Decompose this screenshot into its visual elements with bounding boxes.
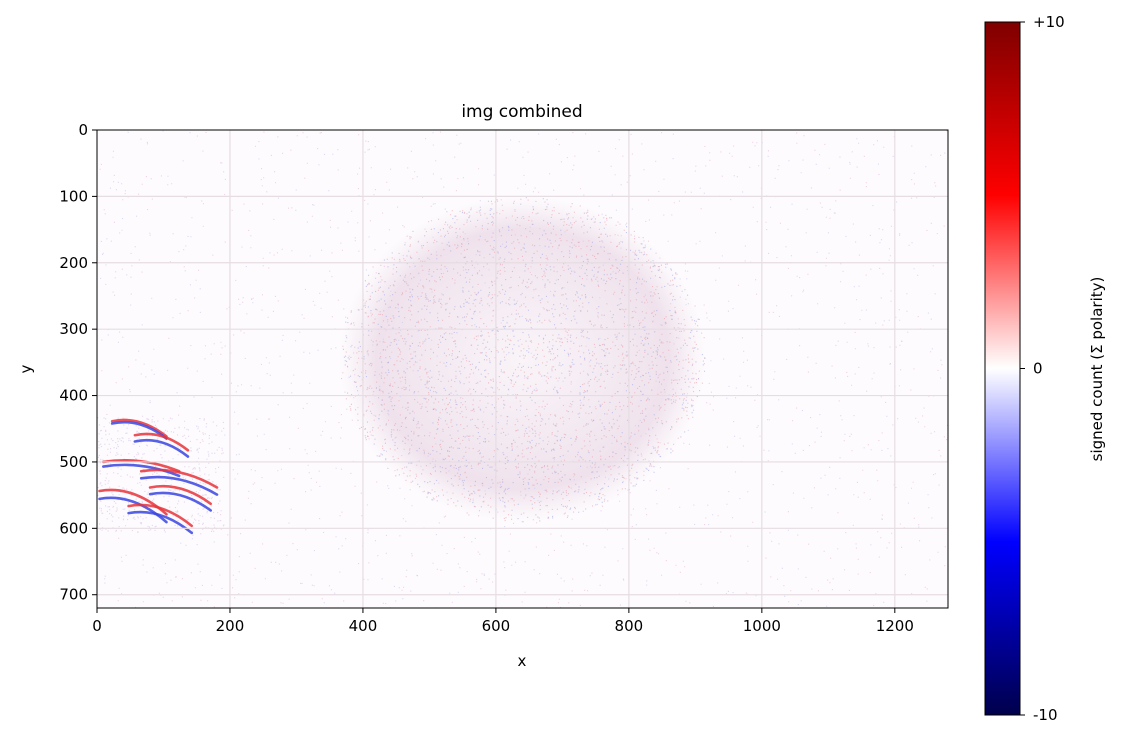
hand-edge-negative [133, 438, 190, 458]
y-tick-label: 400 [59, 387, 88, 405]
hand-edge-positive [127, 503, 194, 528]
event-cloud [339, 196, 706, 522]
y-tick-label: 200 [59, 254, 88, 272]
colorbar-tick-label: +10 [1033, 13, 1065, 31]
colorbar-ticks: +10 0 -10 [1020, 13, 1065, 724]
y-tick-label: 300 [59, 320, 88, 338]
hand-edge-positive [139, 468, 219, 489]
y-tick-label: 600 [59, 519, 88, 537]
hand-edge-negative [148, 491, 212, 512]
chart-title: img combined [461, 102, 582, 122]
colorbar-tick-label: -10 [1033, 706, 1058, 724]
x-tick-label: 1000 [743, 617, 781, 635]
y-tick-label: 500 [59, 453, 88, 471]
x-tick-label: 200 [216, 617, 245, 635]
x-tick-label: 0 [92, 617, 102, 635]
hand-edge-positive [102, 459, 181, 473]
x-tick-label: 400 [349, 617, 378, 635]
x-tick-label: 600 [482, 617, 511, 635]
hand-edge-negative [98, 496, 168, 524]
colorbar-gradient [984, 21, 1021, 716]
grid [97, 130, 948, 608]
y-tick-label: 700 [59, 586, 88, 604]
y-axis-label: y [17, 364, 35, 373]
colorbar: +10 0 -10 signed count (Σ polarity) [984, 13, 1106, 724]
hand-edge-positive [148, 484, 212, 506]
x-axis: 0 200 400 600 800 1000 1200 [92, 608, 914, 635]
colorbar-label: signed count (Σ polarity) [1088, 277, 1106, 462]
x-tick-label: 1200 [876, 617, 914, 635]
plot-frame [96, 129, 949, 609]
y-tick-label: 100 [59, 187, 88, 205]
colorbar-tick-label: 0 [1033, 360, 1043, 378]
y-axis: 0 100 200 300 400 500 600 700 [59, 121, 97, 604]
event-image [97, 130, 948, 608]
hand-edge-positive [110, 418, 168, 438]
hand-edge-negative [139, 475, 219, 496]
hand-edge-positive [133, 432, 190, 452]
plot-area: 0 200 400 600 800 1000 1200 0 100 200 300 400 500 60… [59, 121, 949, 635]
x-axis-label: x [518, 652, 527, 670]
hand-edge-negative [102, 463, 181, 478]
x-tick-label: 800 [615, 617, 644, 635]
y-tick-label: 0 [78, 121, 88, 139]
